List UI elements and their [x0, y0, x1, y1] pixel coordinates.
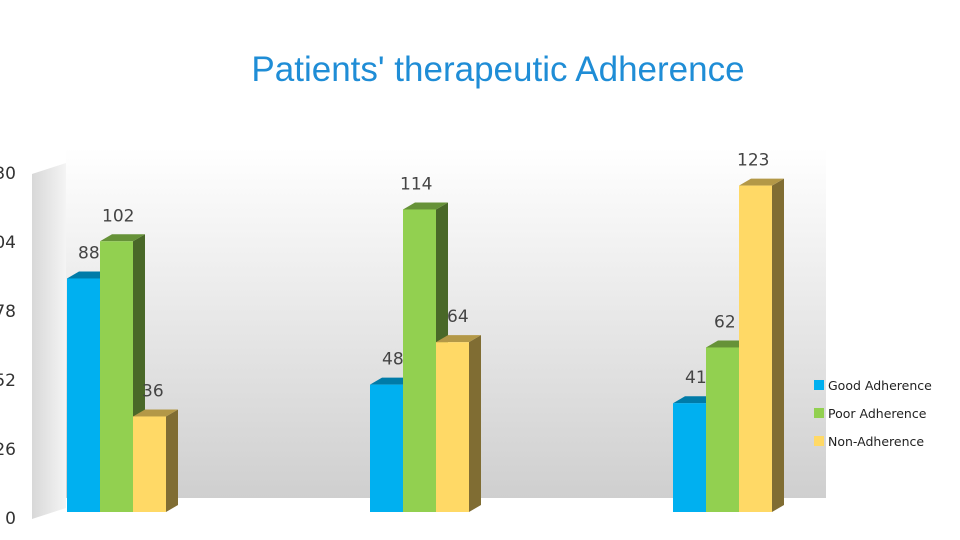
legend-swatch: [814, 408, 824, 418]
side-wall: [32, 163, 66, 519]
bar-non-adherence-2: [436, 335, 481, 512]
y-tick-label: 26: [0, 440, 16, 460]
data-label: 102: [102, 206, 134, 226]
data-label: 88: [78, 243, 100, 263]
y-tick-label: 130: [0, 164, 16, 184]
y-tick-label: 0: [5, 509, 16, 529]
legend-label: Good Adherence: [828, 377, 932, 393]
legend-label: Non-Adherence: [828, 433, 925, 449]
data-label: 62: [714, 312, 736, 332]
data-label: 41: [685, 368, 707, 388]
data-label: 114: [400, 174, 432, 194]
y-tick-label: 52: [0, 371, 16, 391]
data-label: 48: [382, 350, 404, 370]
legend-entry: Poor Adherence: [814, 399, 960, 427]
y-tick-label: 104: [0, 233, 16, 253]
chart-title: Patients' therapeutic Adherence: [251, 50, 745, 89]
legend-swatch: [814, 380, 824, 390]
bar-non-adherence-3: [739, 178, 784, 513]
legend-swatch: [814, 436, 824, 446]
data-label: 36: [142, 381, 164, 401]
data-label: 64: [447, 307, 469, 327]
y-tick-label: 78: [0, 302, 16, 322]
legend: Good Adherence Poor Adherence Non-Adherenc…: [814, 371, 960, 455]
bar-non-adherence-1: [133, 409, 178, 512]
legend-entry: Good Adherence: [814, 371, 960, 399]
legend-label: Poor Adherence: [828, 405, 927, 421]
data-label: 123: [737, 151, 769, 171]
legend-entry: Non-Adherence: [814, 427, 960, 455]
